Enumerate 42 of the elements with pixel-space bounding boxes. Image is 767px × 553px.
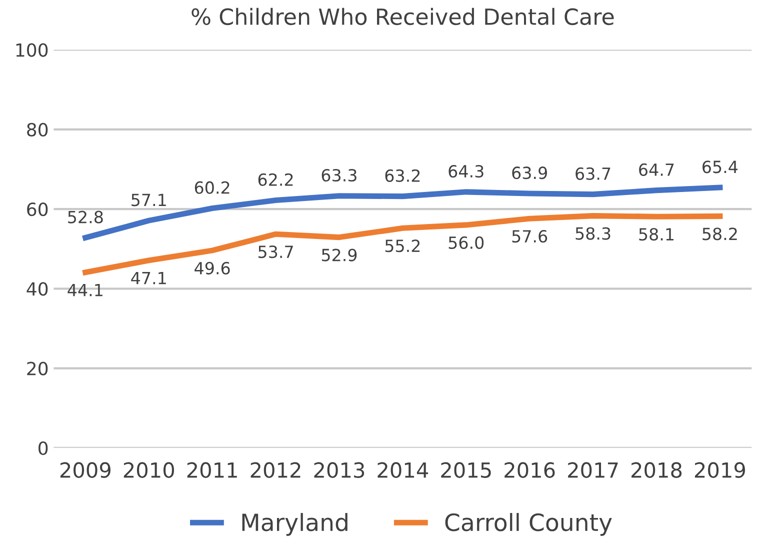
data-label: 63.9: [512, 166, 547, 180]
x-tick-label: 2009: [60, 462, 110, 478]
data-label: 49.6: [194, 262, 230, 274]
y-tick-label: 100: [16, 43, 48, 57]
data-label: 53.7: [258, 246, 293, 258]
y-tick-label: 60: [27, 202, 48, 216]
x-tick-label: 2019: [694, 462, 745, 478]
x-tick-label: 2010: [124, 462, 174, 478]
x-tick-label: 2013: [314, 462, 364, 478]
x-tick-label: 2016: [504, 462, 555, 478]
data-label: 52.8: [68, 210, 103, 224]
legend-label: Carroll County: [445, 512, 612, 536]
x-tick-label: 2015: [441, 462, 491, 478]
data-label: 65.4: [702, 160, 738, 174]
data-label: 44.1: [68, 284, 102, 296]
x-tick-label: 2012: [250, 462, 300, 478]
data-label: 64.7: [639, 163, 674, 176]
data-label: 63.2: [385, 169, 420, 182]
x-tick-label: 2011: [187, 462, 237, 478]
data-label: 63.7: [576, 167, 610, 180]
y-tick-label: 40: [26, 282, 48, 296]
data-label: 56.0: [448, 236, 484, 249]
data-label: 58.3: [576, 227, 610, 240]
data-label: 60.2: [194, 181, 230, 194]
chart-title: % Children Who Received Dental Care: [192, 8, 614, 26]
data-label: 55.2: [385, 240, 420, 252]
data-label: 57.6: [512, 230, 548, 243]
data-label: 58.1: [639, 228, 674, 241]
legend-label: Maryland: [242, 512, 348, 536]
data-label: 63.3: [322, 168, 356, 182]
data-label: 58.2: [702, 228, 737, 240]
y-tick-label: 20: [27, 362, 48, 376]
x-tick-label: 2014: [378, 462, 428, 478]
data-label: 47.1: [131, 272, 166, 284]
y-tick-label: 80: [27, 122, 48, 137]
x-tick-label: 2018: [632, 462, 682, 478]
x-tick-label: 2017: [568, 462, 618, 478]
data-label: 64.3: [448, 164, 484, 178]
y-tick-label: 0: [38, 441, 48, 456]
data-label: 57.1: [132, 194, 166, 206]
data-label: 52.9: [322, 248, 357, 262]
data-label: 62.2: [258, 173, 293, 186]
